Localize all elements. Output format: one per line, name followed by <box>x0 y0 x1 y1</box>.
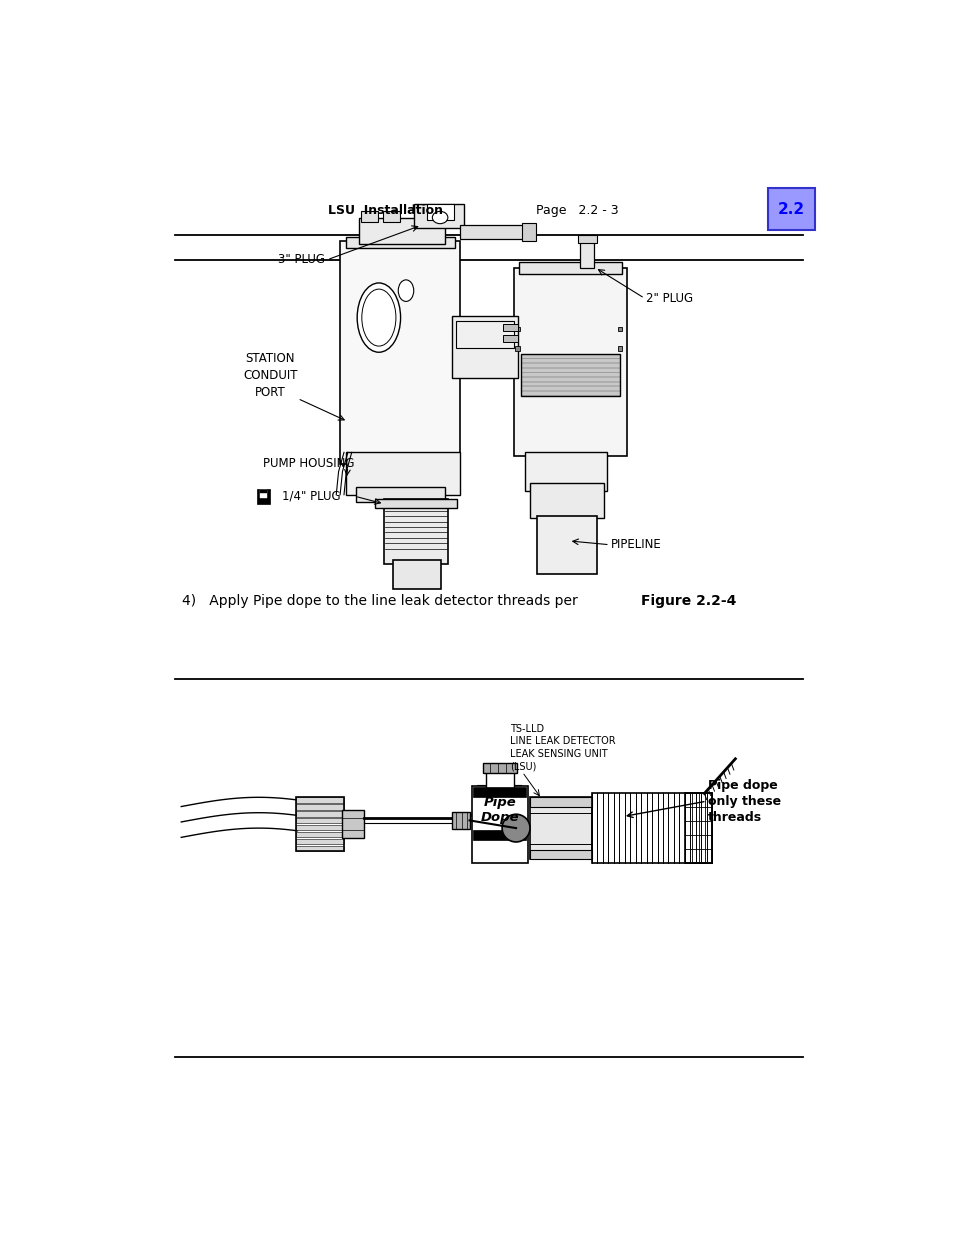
Bar <box>359 217 444 245</box>
Bar <box>515 346 519 351</box>
Bar <box>295 832 344 837</box>
Ellipse shape <box>432 211 447 224</box>
Bar <box>520 372 619 377</box>
Bar <box>530 483 603 517</box>
Bar <box>502 324 517 331</box>
Bar <box>295 825 344 830</box>
Bar <box>259 490 267 493</box>
Bar <box>459 225 525 240</box>
Bar <box>472 785 527 863</box>
Text: Pipe
Dope: Pipe Dope <box>480 797 518 825</box>
Bar <box>502 335 517 342</box>
Text: TS-LLD
LINE LEAK DETECTOR
LEAK SENSING UNIT
(LSU): TS-LLD LINE LEAK DETECTOR LEAK SENSING U… <box>509 724 615 772</box>
Bar <box>355 487 444 503</box>
Text: 1/4" PLUG: 1/4" PLUG <box>282 490 340 503</box>
Text: Pipe dope
only these
threads: Pipe dope only these threads <box>707 778 781 824</box>
Bar <box>295 798 344 803</box>
Bar <box>342 810 364 839</box>
Text: Figure 2.2-4: Figure 2.2-4 <box>640 594 736 608</box>
Bar <box>393 561 440 589</box>
Bar <box>485 771 513 789</box>
Polygon shape <box>400 300 411 314</box>
Text: LSU  Installation: LSU Installation <box>328 204 442 216</box>
Bar <box>295 818 344 824</box>
Bar <box>414 205 464 227</box>
Text: 2.2: 2.2 <box>778 201 804 216</box>
Ellipse shape <box>361 289 395 346</box>
Text: 4)   Apply Pipe dope to the line leak detector threads per: 4) Apply Pipe dope to the line leak dete… <box>182 594 581 608</box>
Bar <box>456 321 514 348</box>
Bar <box>537 516 596 574</box>
Bar <box>340 241 459 464</box>
Text: PUMP HOUSING: PUMP HOUSING <box>262 457 354 471</box>
Text: Page   2.2 - 3: Page 2.2 - 3 <box>536 204 618 216</box>
Bar <box>473 830 525 840</box>
Bar <box>520 353 619 358</box>
Bar <box>520 363 619 367</box>
Bar <box>530 798 592 806</box>
Bar <box>684 793 711 863</box>
Bar <box>257 489 270 504</box>
Bar <box>520 377 619 380</box>
Text: .: . <box>705 594 709 608</box>
Bar <box>452 811 469 829</box>
Ellipse shape <box>501 814 530 842</box>
Bar <box>617 327 621 331</box>
Bar <box>520 382 619 385</box>
Bar <box>427 205 454 220</box>
Bar <box>515 327 519 331</box>
Text: 3" PLUG: 3" PLUG <box>277 253 324 267</box>
Bar <box>521 222 536 241</box>
Ellipse shape <box>356 283 400 352</box>
Bar <box>382 211 399 222</box>
Bar <box>525 452 607 490</box>
Bar <box>375 499 456 508</box>
Bar <box>579 240 594 268</box>
Text: STATION
CONDUIT
PORT: STATION CONDUIT PORT <box>243 352 297 399</box>
Bar <box>295 798 344 851</box>
Bar <box>767 188 814 230</box>
Bar <box>530 798 592 858</box>
Bar <box>520 358 619 362</box>
Bar <box>384 499 447 564</box>
Ellipse shape <box>397 280 414 301</box>
Text: 2" PLUG: 2" PLUG <box>645 291 693 305</box>
Bar <box>259 490 267 498</box>
Bar <box>530 850 592 858</box>
Bar <box>345 237 455 248</box>
Bar <box>295 839 344 845</box>
Bar <box>452 316 517 378</box>
Bar <box>520 387 619 390</box>
Bar <box>518 262 621 274</box>
Bar <box>345 452 459 495</box>
Bar <box>514 268 626 456</box>
Bar <box>473 787 525 797</box>
Bar <box>617 346 621 351</box>
Text: PIPELINE: PIPELINE <box>611 538 661 551</box>
Bar <box>592 793 711 863</box>
Bar <box>295 846 344 851</box>
Bar <box>295 804 344 810</box>
Bar <box>295 811 344 816</box>
Bar <box>482 763 517 773</box>
Bar <box>520 353 619 396</box>
Bar <box>360 211 377 222</box>
Bar <box>520 390 619 395</box>
Bar <box>578 235 596 243</box>
Bar <box>520 368 619 372</box>
